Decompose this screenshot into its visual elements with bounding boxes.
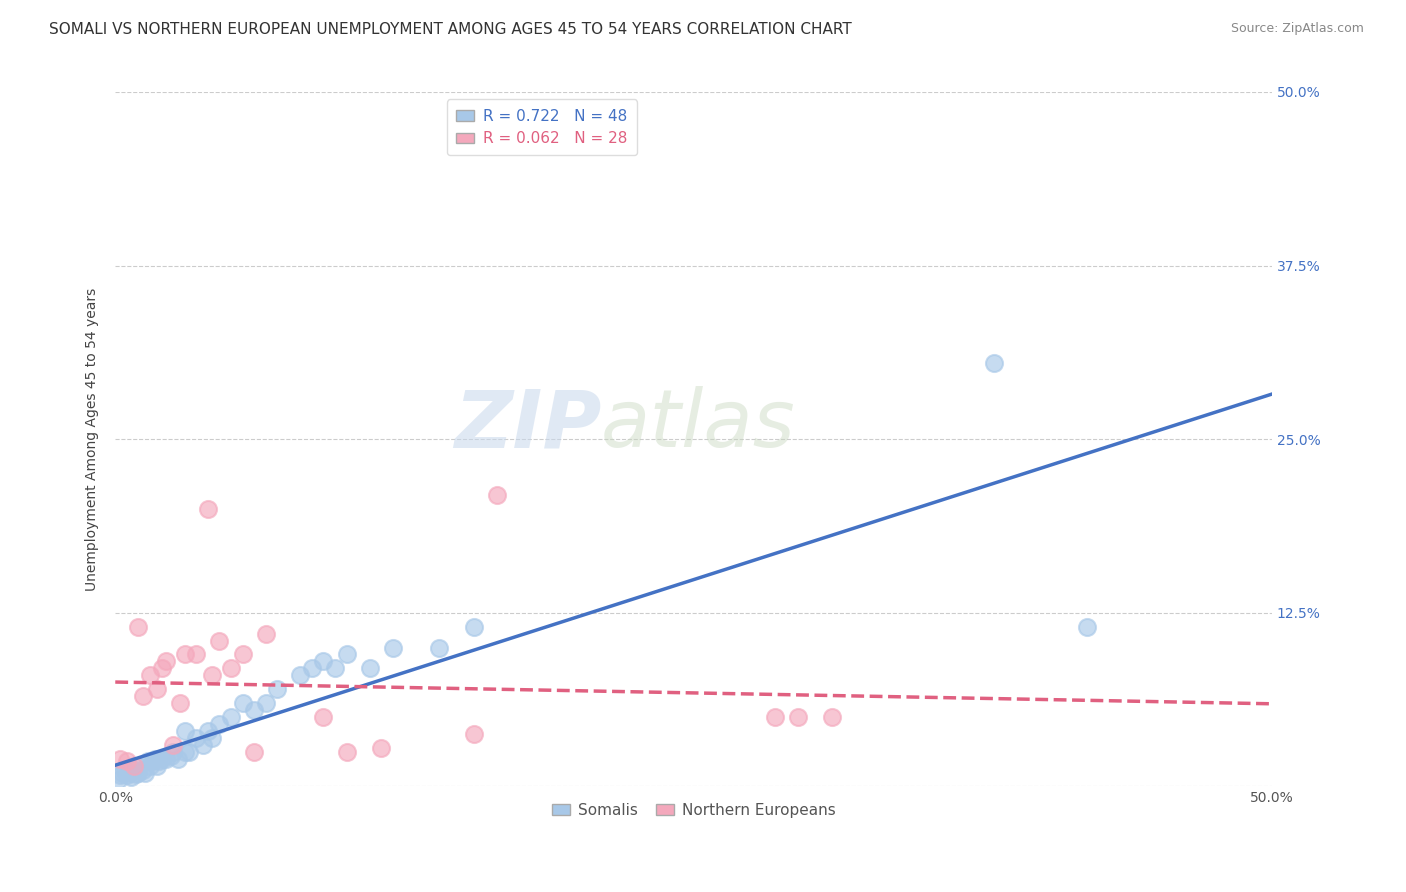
Point (1076, 620, 1098, 634)
Point (290, 668, 312, 682)
Point (370, 740, 392, 755)
Point (201, 731, 224, 745)
Point (336, 648, 359, 662)
Point (132, 763, 155, 777)
Point (111, 765, 134, 780)
Point (134, 765, 156, 780)
Point (359, 661, 381, 675)
Point (336, 745, 359, 759)
Point (121, 770, 143, 784)
Point (243, 703, 266, 717)
Point (122, 758, 145, 772)
Point (266, 682, 288, 697)
Point (127, 758, 149, 772)
Point (118, 765, 141, 780)
Point (463, 727, 485, 741)
Point (301, 661, 323, 675)
Point (139, 668, 162, 682)
Point (132, 689, 155, 703)
Point (381, 640, 404, 655)
Point (146, 682, 169, 697)
Point (179, 745, 201, 759)
Point (159, 748, 181, 763)
Point (485, 488, 508, 502)
Point (427, 640, 450, 655)
Legend: Somalis, Northern Europeans: Somalis, Northern Europeans (546, 797, 842, 824)
Point (786, 710, 808, 724)
Point (186, 731, 208, 745)
Point (312, 655, 335, 669)
Point (108, 768, 131, 782)
Point (197, 723, 219, 738)
Point (125, 767, 148, 781)
Point (193, 738, 215, 752)
Point (312, 710, 335, 724)
Point (983, 356, 1005, 370)
Point (169, 696, 191, 710)
Point (243, 745, 266, 759)
Point (219, 710, 242, 724)
Point (173, 723, 195, 738)
Point (127, 765, 149, 780)
Point (463, 620, 485, 634)
Point (162, 745, 184, 759)
Point (115, 768, 138, 782)
Text: ZIP: ZIP (454, 386, 602, 464)
Point (162, 738, 184, 752)
Point (231, 696, 253, 710)
Point (208, 717, 231, 731)
Point (155, 655, 177, 669)
Point (197, 501, 219, 516)
Text: atlas: atlas (602, 386, 796, 464)
Point (114, 763, 136, 777)
Point (201, 668, 224, 682)
Y-axis label: Unemployment Among Ages 45 to 54 years: Unemployment Among Ages 45 to 54 years (86, 287, 100, 591)
Point (155, 752, 177, 766)
Point (150, 661, 173, 675)
Point (173, 648, 195, 662)
Text: Source: ZipAtlas.com: Source: ZipAtlas.com (1230, 22, 1364, 36)
Point (208, 633, 231, 648)
Point (821, 710, 844, 724)
Point (150, 752, 173, 766)
Point (763, 710, 786, 724)
Point (143, 752, 166, 766)
Point (323, 661, 346, 675)
Point (115, 755, 138, 769)
Point (254, 626, 277, 640)
Point (107, 772, 129, 787)
Point (231, 648, 253, 662)
Point (122, 763, 145, 777)
Point (136, 755, 159, 769)
Point (127, 620, 149, 634)
Point (148, 755, 170, 769)
Point (139, 758, 162, 772)
Point (254, 696, 277, 710)
Point (146, 758, 169, 772)
Point (186, 648, 208, 662)
Point (166, 752, 188, 766)
Text: SOMALI VS NORTHERN EUROPEAN UNEMPLOYMENT AMONG AGES 45 TO 54 YEARS CORRELATION C: SOMALI VS NORTHERN EUROPEAN UNEMPLOYMENT… (49, 22, 852, 37)
Point (173, 745, 195, 759)
Point (219, 661, 242, 675)
Point (141, 755, 163, 769)
Point (108, 752, 131, 766)
